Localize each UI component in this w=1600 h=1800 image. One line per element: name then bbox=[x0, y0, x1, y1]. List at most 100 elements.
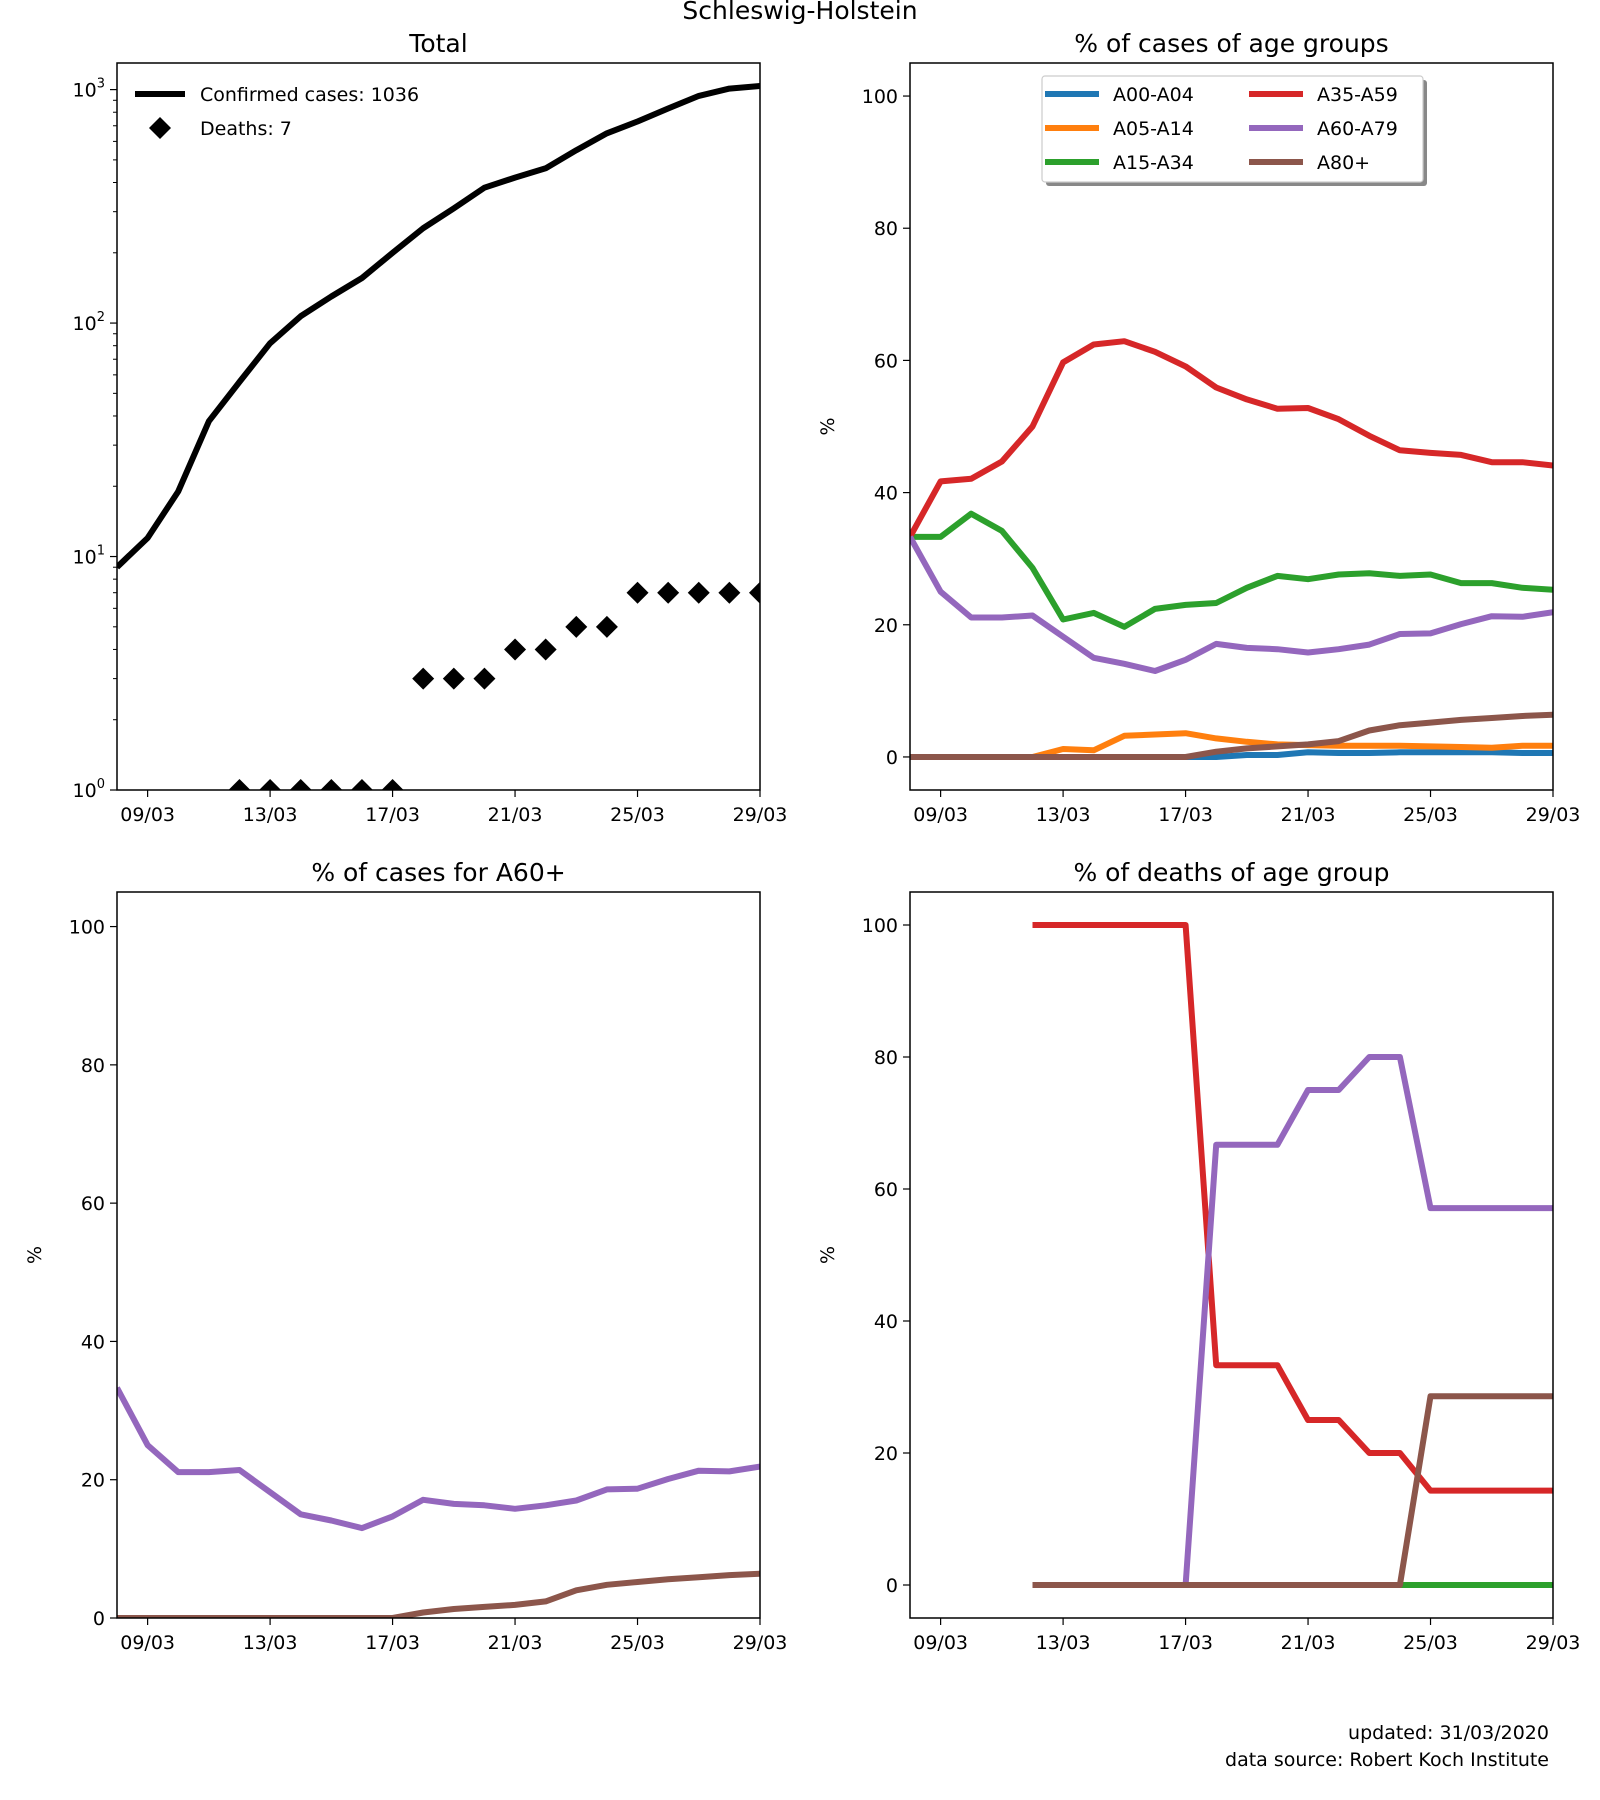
chart-total-series-deaths-point bbox=[473, 667, 496, 690]
chart-total-ytick-label: 103 bbox=[73, 77, 105, 102]
chart-cases_age-legend-label: A80+ bbox=[1317, 152, 1370, 174]
chart-cases_age-ytick-label: 0 bbox=[886, 747, 898, 769]
chart-total-legend-marker bbox=[149, 117, 171, 139]
chart-cases_a60-ytick-label: 20 bbox=[81, 1470, 105, 1492]
panel-cases-age-groups: % of cases of age groups% 09/03 13/03 17/03… bbox=[817, 29, 1580, 826]
chart-cases_a60-xtick-label: 25/03 bbox=[610, 1632, 665, 1654]
chart-cases_a60-xtick-label: 17/03 bbox=[365, 1632, 420, 1654]
chart-total-ytick-label: 102 bbox=[73, 310, 105, 335]
chart-cases_age-xtick-label: 25/03 bbox=[1403, 804, 1458, 826]
chart-total-legend-label: Confirmed cases: 1036 bbox=[200, 84, 419, 106]
chart-cases_age-legend-label: A15-A34 bbox=[1113, 152, 1194, 174]
chart-total-series-deaths-point bbox=[381, 779, 404, 790]
chart-total-ytick-label: 100 bbox=[73, 777, 105, 802]
chart-total-legend-label: Deaths: 7 bbox=[200, 118, 292, 140]
chart-total-series-deaths-point bbox=[718, 581, 741, 604]
chart-total-title: Total bbox=[408, 29, 467, 58]
chart-cases_age-ytick-label: 40 bbox=[874, 483, 898, 505]
chart-deaths_age-xtick-label: 25/03 bbox=[1403, 1632, 1458, 1654]
chart-deaths_age-title: % of deaths of age group bbox=[1073, 858, 1389, 887]
chart-cases_age-series-a60-a79-line bbox=[910, 535, 1553, 674]
chart-total-series-deaths-point bbox=[504, 638, 527, 661]
chart-deaths_age-xtick-label: 29/03 bbox=[1526, 1632, 1581, 1654]
chart-cases_age-xtick-label: 29/03 bbox=[1526, 804, 1581, 826]
chart-cases_age-legend-box bbox=[1041, 75, 1424, 183]
chart-deaths_age-ytick-label: 20 bbox=[874, 1443, 898, 1465]
chart-cases_age-ytick-label: 100 bbox=[862, 86, 898, 108]
chart-cases_age-ytick-label: 80 bbox=[874, 218, 898, 240]
footer-updated: updated: 31/03/2020 bbox=[1348, 1722, 1549, 1744]
chart-cases_age-series-a80-line bbox=[910, 711, 1553, 760]
chart-cases_age-legend-label: A60-A79 bbox=[1317, 118, 1398, 140]
chart-total-series-deaths-point bbox=[350, 779, 373, 790]
chart-cases_a60-title: % of cases for A60+ bbox=[311, 858, 565, 887]
chart-total-series-deaths-point bbox=[412, 667, 435, 690]
chart-total-series-deaths-point bbox=[289, 779, 312, 790]
chart-total-series-deaths-point bbox=[259, 779, 282, 790]
chart-cases_a60-ylabel: % bbox=[24, 1246, 46, 1264]
chart-total-xtick-label: 29/03 bbox=[733, 804, 788, 826]
chart-cases_age-ytick-label: 60 bbox=[874, 350, 898, 372]
chart-cases_a60-ytick-label: 60 bbox=[81, 1193, 105, 1215]
chart-cases_age-series-a35-a59-line bbox=[910, 338, 1553, 539]
chart-total-series-deaths-point bbox=[320, 779, 343, 790]
chart-cases_age-ytick-label: 20 bbox=[874, 615, 898, 637]
chart-total-series-deaths-point bbox=[657, 581, 680, 604]
chart-cases_age-legend-label: A00-A04 bbox=[1113, 84, 1194, 106]
chart-cases_age-frame bbox=[909, 62, 1554, 791]
chart-cases_a60-xtick-label: 09/03 bbox=[120, 1632, 175, 1654]
chart-total-xtick-label: 25/03 bbox=[610, 804, 665, 826]
chart-cases_age-legend-label: A05-A14 bbox=[1113, 118, 1194, 140]
chart-total-ytick-label: 101 bbox=[73, 544, 105, 569]
chart-cases_a60-xtick-label: 29/03 bbox=[733, 1632, 788, 1654]
chart-total-xtick-label: 09/03 bbox=[120, 804, 175, 826]
chart-cases_a60-ytick-label: 0 bbox=[93, 1608, 105, 1630]
chart-deaths_age-series-a80-line bbox=[1032, 1393, 1553, 1588]
chart-cases_age-legend-label: A35-A59 bbox=[1317, 84, 1398, 106]
chart-total-series-confirmed-cases-line bbox=[117, 83, 760, 570]
chart-deaths_age-series-a35-a59-line bbox=[1032, 922, 1553, 1494]
chart-deaths_age-ytick-label: 0 bbox=[886, 1575, 898, 1597]
chart-total-series-deaths-point bbox=[534, 638, 557, 661]
chart-cases_a60-ytick-label: 40 bbox=[81, 1331, 105, 1353]
chart-total-series-deaths-point bbox=[442, 667, 465, 690]
figure-suptitle: Schleswig-Holstein bbox=[682, 0, 917, 25]
chart-deaths_age-ytick-label: 60 bbox=[874, 1179, 898, 1201]
chart-cases_a60-frame bbox=[116, 891, 761, 1619]
chart-total-series-deaths-point bbox=[595, 615, 618, 638]
chart-deaths_age-ytick-label: 100 bbox=[862, 915, 898, 937]
chart-total-frame bbox=[116, 62, 761, 791]
footer-source: data source: Robert Koch Institute bbox=[1225, 1749, 1549, 1771]
chart-deaths_age-xtick-label: 13/03 bbox=[1036, 1632, 1091, 1654]
chart-deaths_age-xtick-label: 09/03 bbox=[913, 1632, 968, 1654]
chart-cases_a60-xtick-label: 21/03 bbox=[488, 1632, 543, 1654]
chart-cases_a60-ytick-label: 100 bbox=[69, 917, 105, 939]
panel-cases-a60plus: % of cases for A60+% 09/03 13/03 17/03 21/03… bbox=[24, 858, 787, 1654]
chart-cases_age-title: % of cases of age groups bbox=[1074, 29, 1388, 58]
chart-total-series-deaths-point bbox=[565, 615, 588, 638]
chart-total-xtick-label: 13/03 bbox=[243, 804, 298, 826]
chart-cases_age-series-a15-a34-line bbox=[910, 510, 1553, 630]
chart-total-series-deaths-point bbox=[228, 779, 251, 790]
chart-deaths_age-ylabel: % bbox=[817, 1246, 839, 1264]
chart-total-series-deaths-point bbox=[626, 581, 649, 604]
chart-total-series-deaths-point bbox=[687, 581, 710, 604]
chart-cases_age-xtick-label: 17/03 bbox=[1158, 804, 1213, 826]
chart-total-series-deaths-point bbox=[749, 581, 760, 604]
chart-deaths_age-xtick-label: 21/03 bbox=[1281, 1632, 1336, 1654]
panel-total: Total 09/03 13/03 17/03 21/03 25/03 29/03 100 10… bbox=[73, 29, 788, 826]
chart-deaths_age-frame bbox=[909, 891, 1554, 1619]
chart-cases_a60-series-a80-line bbox=[117, 1570, 760, 1618]
chart-total-xtick-label: 21/03 bbox=[488, 804, 543, 826]
chart-cases_a60-xtick-label: 13/03 bbox=[243, 1632, 298, 1654]
chart-cases_age-xtick-label: 13/03 bbox=[1036, 804, 1091, 826]
chart-deaths_age-ytick-label: 40 bbox=[874, 1311, 898, 1333]
chart-cases_age-ylabel: % bbox=[817, 417, 839, 435]
chart-total-xtick-label: 17/03 bbox=[365, 804, 420, 826]
chart-cases_age-xtick-label: 09/03 bbox=[913, 804, 968, 826]
chart-cases_age-xtick-label: 21/03 bbox=[1281, 804, 1336, 826]
chart-deaths_age-xtick-label: 17/03 bbox=[1158, 1632, 1213, 1654]
chart-deaths_age-ytick-label: 80 bbox=[874, 1047, 898, 1069]
chart-deaths_age-series-a60-a79-line bbox=[1032, 1054, 1553, 1588]
